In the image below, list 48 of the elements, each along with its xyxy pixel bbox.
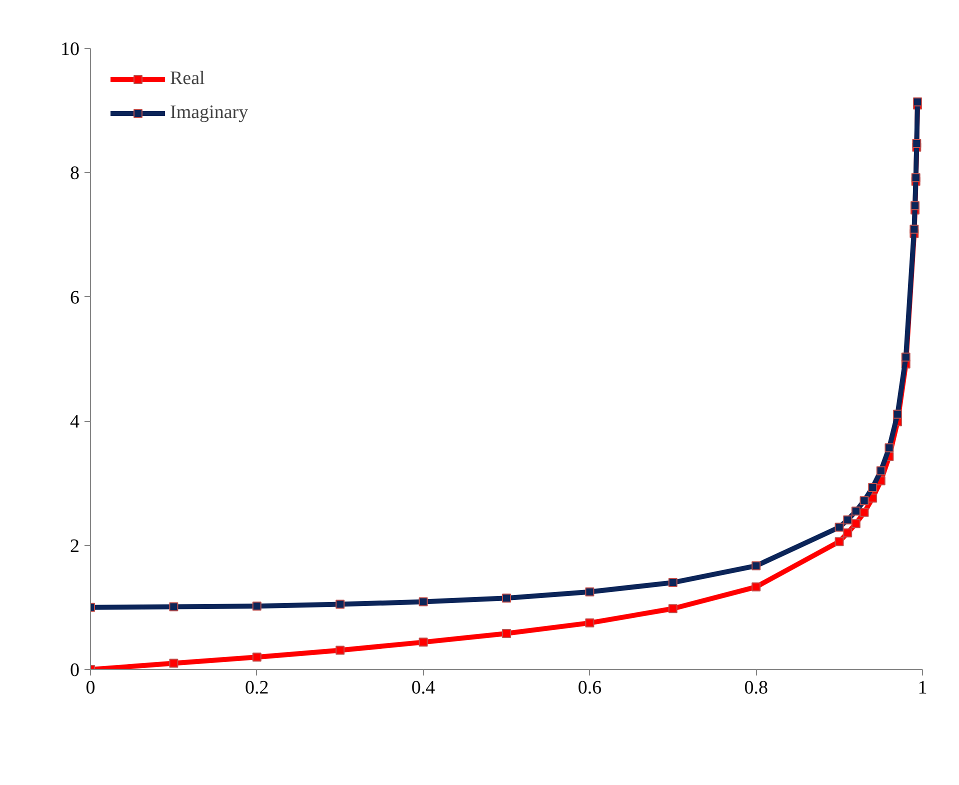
point — [851, 506, 860, 516]
point — [868, 483, 878, 492]
x-tick-label: 0.8 — [744, 678, 768, 698]
point — [668, 578, 678, 588]
point — [252, 602, 262, 611]
x-tick-label: 0 — [86, 678, 96, 698]
point — [502, 628, 511, 638]
point — [336, 646, 345, 655]
point — [336, 600, 345, 609]
point — [834, 537, 844, 546]
point — [860, 508, 869, 517]
point — [752, 561, 761, 570]
y-tick-label: 10 — [60, 39, 80, 60]
point — [843, 515, 852, 524]
point — [901, 352, 910, 362]
point — [860, 496, 869, 506]
y-tick-label: 2 — [70, 536, 80, 557]
point — [884, 443, 894, 452]
point — [502, 594, 511, 603]
point — [418, 597, 428, 606]
legend-label: Real — [170, 68, 205, 90]
point — [834, 522, 844, 532]
point — [912, 139, 922, 148]
point — [911, 173, 920, 182]
point — [910, 201, 920, 210]
point — [169, 602, 178, 612]
y-tick-label: 8 — [70, 163, 80, 184]
point — [843, 528, 852, 538]
y-tick-label: 6 — [70, 287, 80, 308]
point — [752, 582, 761, 592]
x-tick-label: 0.6 — [578, 678, 602, 698]
point — [910, 224, 919, 234]
y-tick-label: 0 — [70, 660, 80, 681]
point — [418, 638, 428, 647]
x-tick-label: 0.4 — [411, 678, 436, 698]
point — [169, 658, 178, 668]
x-tick-label: 0.2 — [245, 678, 269, 698]
point — [893, 410, 902, 419]
x-tick-label: 1 — [918, 678, 928, 698]
point — [851, 519, 860, 528]
point — [585, 618, 594, 628]
point — [585, 587, 594, 596]
point — [252, 652, 262, 662]
legend-label: Imaginary — [170, 102, 248, 124]
point — [668, 604, 678, 614]
point — [876, 466, 886, 476]
y-tick-label: 4 — [70, 412, 80, 433]
point — [913, 97, 922, 106]
